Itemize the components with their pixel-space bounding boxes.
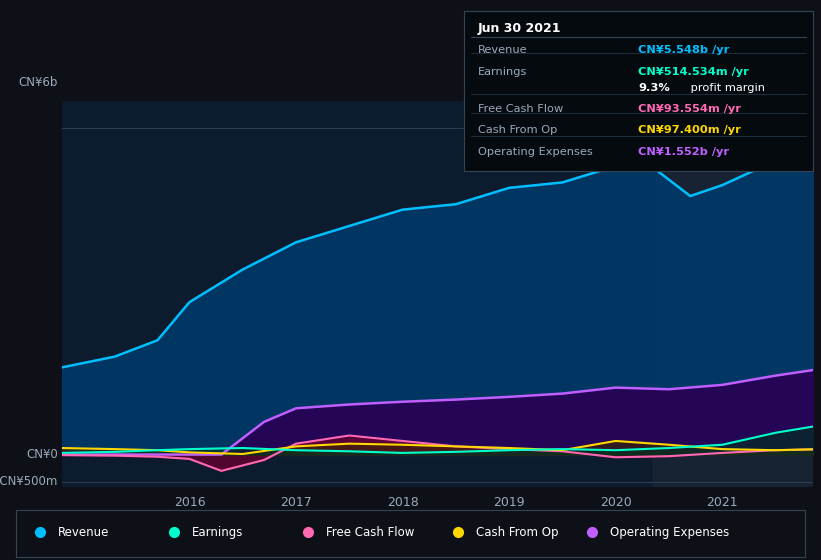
Bar xyxy=(653,101,813,487)
Text: CN¥5.548b /yr: CN¥5.548b /yr xyxy=(639,45,730,55)
Text: Revenue: Revenue xyxy=(478,45,527,55)
Text: -CN¥500m: -CN¥500m xyxy=(0,475,57,488)
Text: Earnings: Earnings xyxy=(192,526,244,539)
Text: CN¥97.400m /yr: CN¥97.400m /yr xyxy=(639,124,741,134)
Text: CN¥1.552b /yr: CN¥1.552b /yr xyxy=(639,147,729,157)
Text: CN¥93.554m /yr: CN¥93.554m /yr xyxy=(639,104,741,114)
Text: CN¥6b: CN¥6b xyxy=(18,76,57,89)
Text: Free Cash Flow: Free Cash Flow xyxy=(478,104,563,114)
Text: Cash From Op: Cash From Op xyxy=(476,526,558,539)
Text: Jun 30 2021: Jun 30 2021 xyxy=(478,22,562,35)
Text: Cash From Op: Cash From Op xyxy=(478,124,557,134)
Text: Earnings: Earnings xyxy=(478,67,527,77)
Text: profit margin: profit margin xyxy=(687,83,765,93)
Text: CN¥514.534m /yr: CN¥514.534m /yr xyxy=(639,67,750,77)
Text: CN¥0: CN¥0 xyxy=(26,448,57,461)
Text: Free Cash Flow: Free Cash Flow xyxy=(326,526,415,539)
Text: 9.3%: 9.3% xyxy=(639,83,670,93)
Text: Revenue: Revenue xyxy=(58,526,109,539)
Text: Operating Expenses: Operating Expenses xyxy=(610,526,729,539)
Text: Operating Expenses: Operating Expenses xyxy=(478,147,593,157)
